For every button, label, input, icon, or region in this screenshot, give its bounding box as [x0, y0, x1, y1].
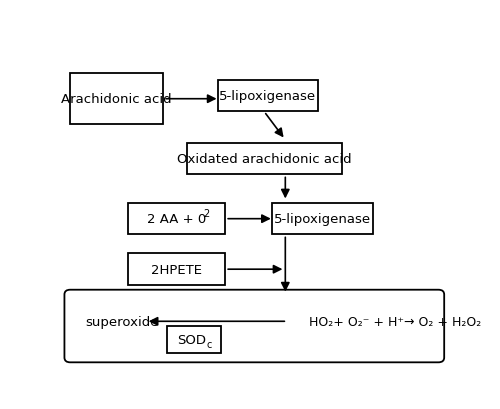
FancyBboxPatch shape [167, 326, 222, 353]
Text: 2HPETE: 2HPETE [152, 263, 202, 276]
FancyBboxPatch shape [70, 74, 163, 125]
Text: 2 AA + 0: 2 AA + 0 [147, 213, 206, 226]
Text: HO₂+ O₂⁻ + H⁺→ O₂ + H₂O₂: HO₂+ O₂⁻ + H⁺→ O₂ + H₂O₂ [308, 315, 481, 328]
FancyBboxPatch shape [128, 254, 226, 285]
Text: Arachidonic acid: Arachidonic acid [62, 93, 172, 106]
Text: 5-lipoxigenase: 5-lipoxigenase [220, 90, 316, 103]
Text: superoxide: superoxide [86, 315, 159, 328]
Text: SOD: SOD [176, 333, 206, 346]
Text: 5-lipoxigenase: 5-lipoxigenase [274, 213, 370, 226]
Text: 2: 2 [203, 209, 209, 218]
Text: c: c [206, 339, 212, 349]
FancyBboxPatch shape [272, 203, 372, 235]
Text: Oxidated arachidonic acid: Oxidated arachidonic acid [176, 153, 352, 166]
FancyBboxPatch shape [128, 203, 226, 235]
FancyBboxPatch shape [218, 81, 318, 112]
FancyBboxPatch shape [186, 144, 342, 175]
FancyBboxPatch shape [64, 290, 444, 362]
